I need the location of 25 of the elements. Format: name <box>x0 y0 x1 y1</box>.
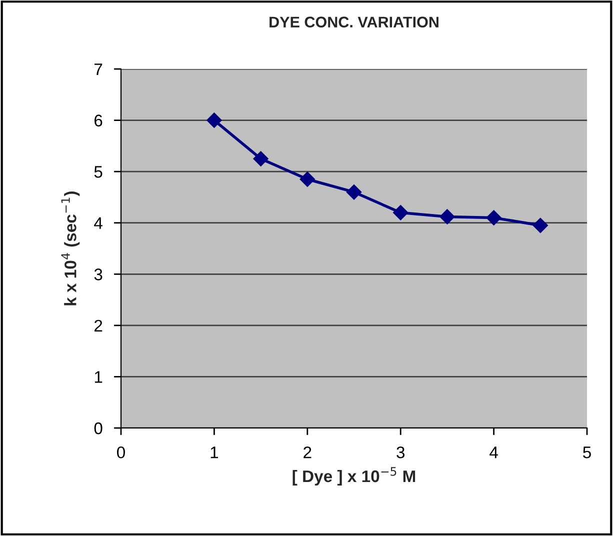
point <box>486 210 502 226</box>
point <box>346 184 362 200</box>
x-tick-label: 1 <box>210 446 218 458</box>
point <box>440 209 455 224</box>
y-tick-label: 6 <box>94 114 102 126</box>
y-tick-label: 2 <box>94 320 102 332</box>
y-tick-label: 7 <box>94 64 102 76</box>
point <box>532 218 548 233</box>
y-tick-label: 0 <box>94 422 102 434</box>
y-tick-label: 1 <box>94 371 102 383</box>
x-axis-title: [ Dye ] x 10$^{−5}$ M <box>292 467 416 486</box>
point <box>300 172 315 187</box>
y-axis-title: k x 10$^{4}$ (sec$^{−1}$) <box>61 192 80 306</box>
y-tick-label: 3 <box>94 268 102 280</box>
x-tick-label: 5 <box>583 446 591 458</box>
x-tick-label: 3 <box>396 446 404 458</box>
y-tick-label: 4 <box>94 217 102 229</box>
point <box>206 112 222 128</box>
y-tick-label: 5 <box>94 166 102 178</box>
point <box>393 205 408 220</box>
point <box>253 151 268 166</box>
chart-title: DYE CONC. VARIATION <box>270 16 438 28</box>
x-tick-label: 2 <box>304 446 312 458</box>
x-tick-label: 0 <box>117 446 125 458</box>
x-tick-label: 4 <box>490 446 498 458</box>
